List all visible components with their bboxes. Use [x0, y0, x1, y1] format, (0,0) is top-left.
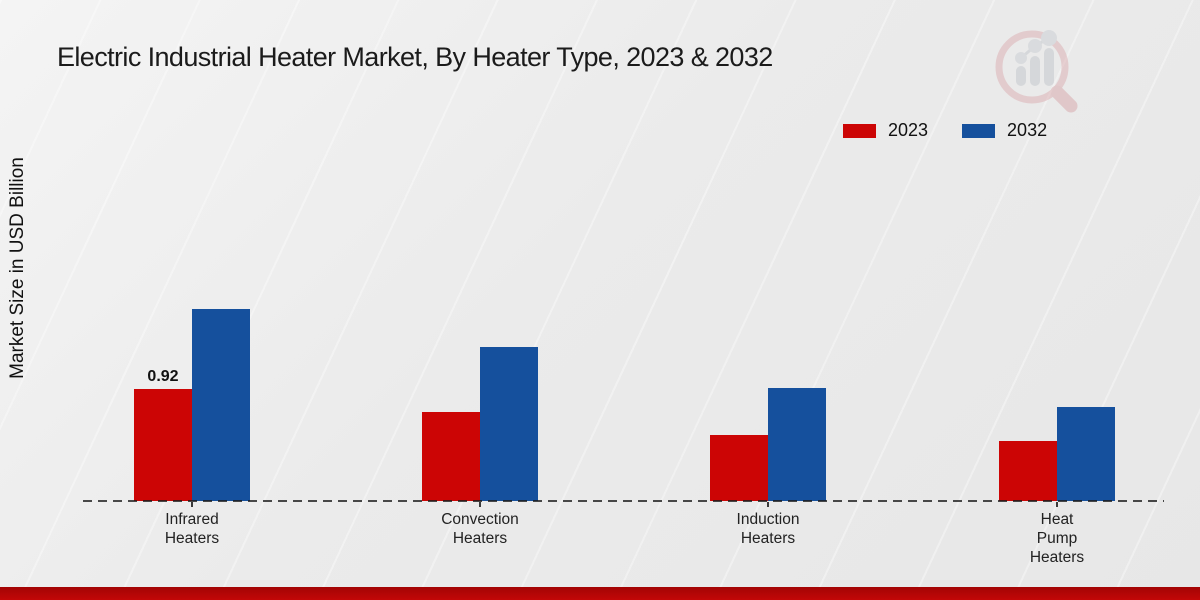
category-label-induction-heaters: Induction Heaters [736, 511, 800, 547]
bar-2032-convection-heaters [480, 347, 538, 501]
bar-2032-infrared-heaters [192, 309, 250, 501]
x-tick-infrared-heaters [191, 502, 193, 507]
baseline-dashed-axis [83, 500, 1164, 502]
category-label-infrared-heaters: Infrared Heaters [164, 511, 220, 547]
x-tick-induction-heaters [767, 502, 769, 507]
bar-2023-heat-pump-heaters [999, 441, 1057, 501]
bar-2032-heat-pump-heaters [1057, 407, 1115, 501]
category-label-heat-pump-heaters: Heat Pump Heaters [1029, 511, 1085, 566]
legend-label-2023: 2023 [888, 120, 929, 140]
chart-title: Electric Industrial Heater Market, By He… [57, 42, 773, 72]
bar-2023-infrared-heaters [134, 389, 192, 501]
legend: 2023 2032 [843, 120, 1047, 141]
bar-2023-convection-heaters [422, 412, 480, 501]
x-tick-heat-pump-heaters [1056, 502, 1058, 507]
footer-accent-bar [0, 587, 1200, 600]
legend-item-2023: 2023 [843, 120, 928, 141]
market-research-logo-watermark [995, 30, 1078, 113]
bar-2032-induction-heaters [768, 388, 826, 501]
legend-swatch-2032 [962, 123, 996, 138]
legend-label-2032: 2032 [1007, 120, 1048, 140]
bar-value-label-2023-infrared-heaters: 0.92 [147, 368, 179, 385]
x-tick-convection-heaters [479, 502, 481, 507]
legend-item-2032: 2032 [962, 120, 1047, 141]
legend-swatch-2023 [843, 123, 876, 138]
category-label-convection-heaters: Convection Heaters [441, 511, 519, 547]
bar-2023-induction-heaters [710, 435, 768, 501]
